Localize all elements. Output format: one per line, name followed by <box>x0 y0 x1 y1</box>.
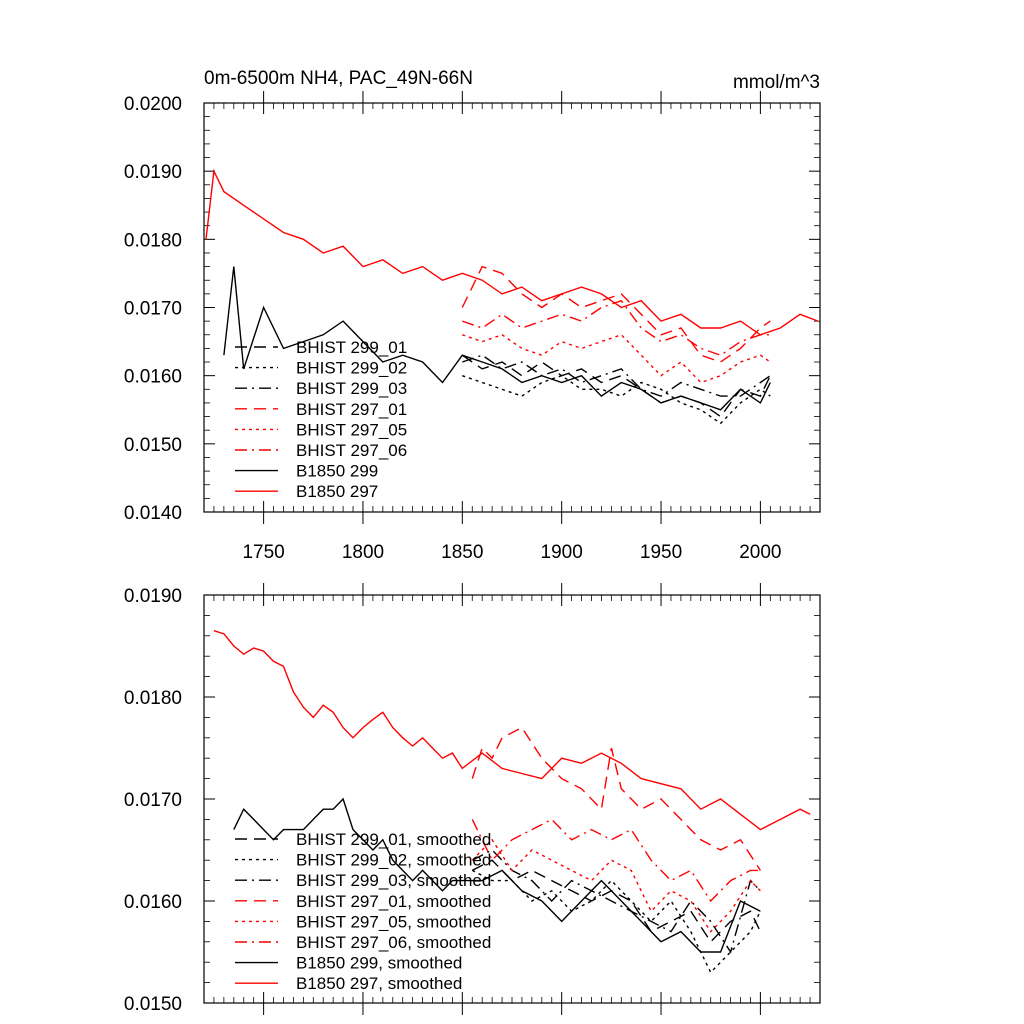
legend-label: BHIST 297_06 <box>296 441 407 460</box>
top-panel: 0.0140 0.0150 0.0160 0.0170 0.0180 0.0190 0.02… <box>124 68 821 563</box>
legend-label: B1850 297 <box>296 482 378 501</box>
bottom-panel: 0.0150 0.0160 0.0170 0.0180 0.0190 BHIST 299_… <box>124 583 821 1015</box>
y-tick-label: 0.0190 <box>124 586 182 607</box>
y-tick-label: 0.0160 <box>124 367 182 388</box>
legend-label: BHIST 297_01 <box>296 400 407 419</box>
legend-label: BHIST 297_05 <box>296 420 407 439</box>
y-tick-label: 0.0170 <box>124 790 182 811</box>
series-line-3 <box>471 726 761 871</box>
series-line-2 <box>462 354 771 397</box>
series-line-6 <box>233 797 761 953</box>
series-line-0 <box>471 859 762 943</box>
x-tick-label: 2000 <box>739 542 781 563</box>
y-tick-label: 0.0180 <box>124 688 182 709</box>
x-tick-label: 1850 <box>441 542 483 563</box>
y-tick-label: 0.0170 <box>124 299 182 320</box>
series-line-5 <box>471 818 761 903</box>
series-line-2 <box>471 849 761 954</box>
series-line-7 <box>205 168 819 336</box>
legend-label: B1850 297, smoothed <box>296 974 462 993</box>
legend-label: BHIST 299_03 <box>296 379 407 398</box>
legend-label: B1850 299, smoothed <box>296 954 462 973</box>
legend-label: BHIST 297_06, smoothed <box>296 933 491 952</box>
series-line-4 <box>462 333 771 384</box>
y-tick-label: 0.0200 <box>124 94 182 115</box>
y-tick-label: 0.0150 <box>124 994 182 1015</box>
legend-label: BHIST 297_01, smoothed <box>296 892 491 911</box>
series-line-5 <box>462 299 771 356</box>
y-tick-label: 0.0150 <box>124 435 182 456</box>
x-tick-label: 1750 <box>242 542 284 563</box>
series-line-7 <box>213 630 811 831</box>
units-label: mmol/m^3 <box>733 72 820 93</box>
y-tick-label: 0.0190 <box>124 162 182 183</box>
series-line-3 <box>461 265 771 363</box>
series-line-1 <box>462 374 771 425</box>
y-tick-label: 0.0160 <box>124 892 182 913</box>
legend-label: B1850 299 <box>296 462 378 481</box>
chart-title: 0m-6500m NH4, PAC_49N-66N <box>204 68 473 89</box>
legend-label: BHIST 297_05, smoothed <box>296 912 491 931</box>
series-line-1 <box>471 869 762 974</box>
y-tick-label: 0.0180 <box>124 230 182 251</box>
series-line-0 <box>461 354 771 418</box>
legend-label: BHIST 299_02 <box>296 359 407 378</box>
y-tick-label: 0.0140 <box>124 503 182 524</box>
series-line-6 <box>223 266 771 411</box>
legend-label: BHIST 299_02, smoothed <box>296 851 491 870</box>
series-line-4 <box>471 838 761 933</box>
legend-label: BHIST 299_01, smoothed <box>296 830 491 849</box>
x-tick-label: 1800 <box>342 542 384 563</box>
legend-label: BHIST 299_01 <box>296 338 407 357</box>
legend-label: BHIST 299_03, smoothed <box>296 871 491 890</box>
x-tick-label: 1950 <box>640 542 682 563</box>
x-tick-label: 1900 <box>541 542 583 563</box>
